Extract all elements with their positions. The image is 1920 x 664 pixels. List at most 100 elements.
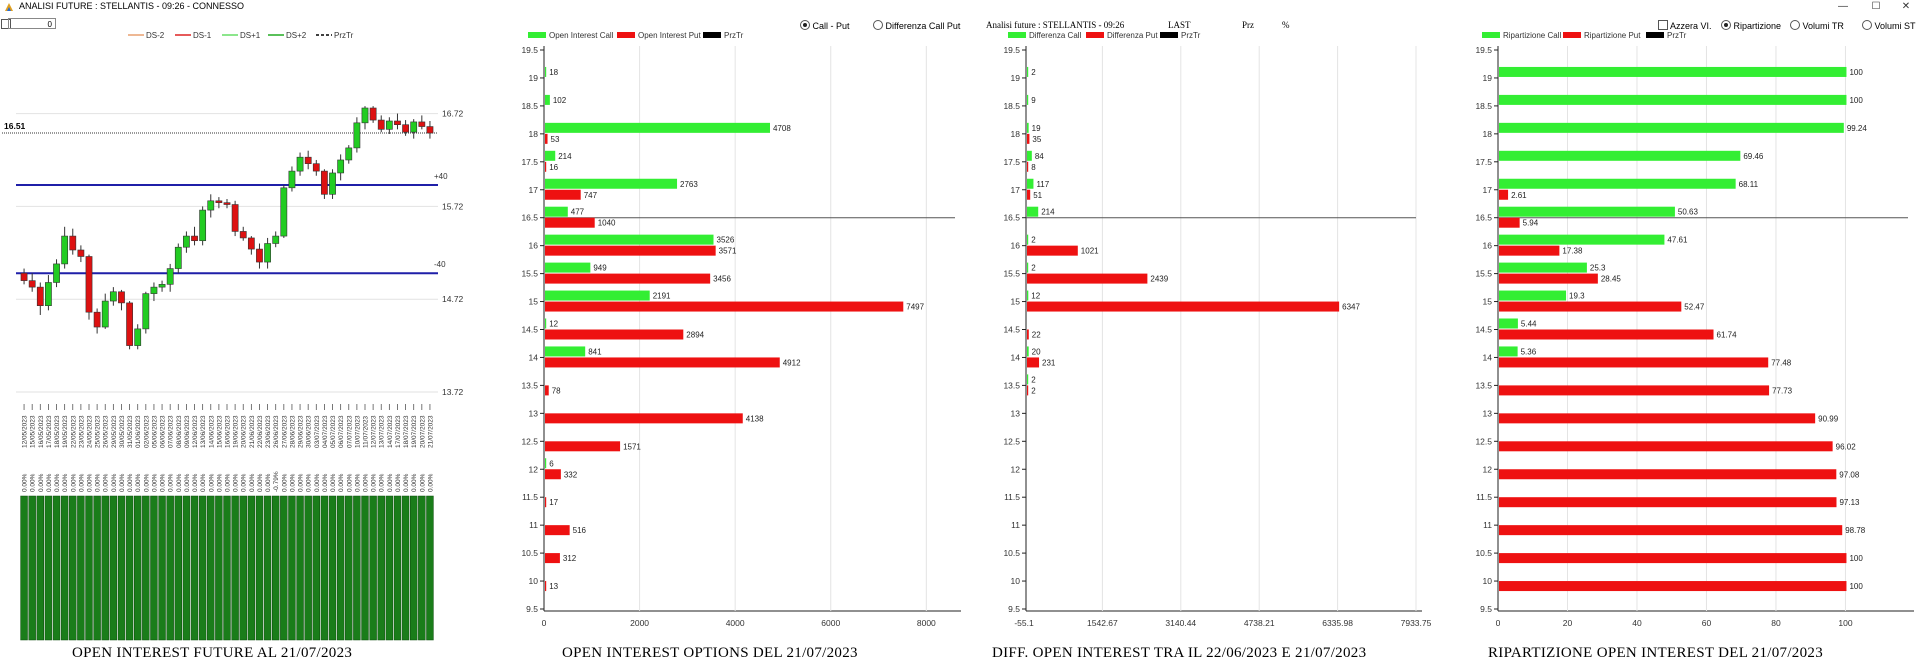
close-button[interactable]: ✕	[1901, 1, 1911, 12]
date-label: 24/05/2023	[87, 415, 94, 448]
candle-body	[85, 256, 93, 313]
call-bar	[1499, 150, 1741, 161]
oi-bar	[280, 495, 288, 641]
call-bar	[545, 290, 650, 301]
band-label: -40	[434, 260, 446, 269]
call-value-label: 102	[553, 96, 567, 105]
candle-body	[385, 120, 393, 130]
call-bar	[1499, 206, 1675, 217]
legend-label: PrzTr	[724, 31, 744, 40]
put-bar	[545, 357, 780, 368]
date-label: 07/06/2023	[168, 415, 175, 448]
oi-pct-label: 0.00%	[46, 473, 53, 492]
candle-body	[329, 172, 336, 195]
caption-options-oi: OPEN INTEREST OPTIONS DEL 21/07/2023	[562, 645, 858, 661]
radio-diff-call-put[interactable]: Differenza Call Put	[873, 20, 960, 31]
radio-call-put[interactable]: Call - Put	[800, 20, 850, 31]
x-tick-label: 3140.44	[1165, 618, 1196, 628]
put-bar	[545, 497, 547, 508]
call-value-label: 2	[1031, 375, 1036, 384]
candle-body	[264, 243, 271, 263]
maximize-button[interactable]: ☐	[1871, 1, 1881, 12]
candle-body	[126, 302, 133, 346]
strike-label: 16.5	[521, 213, 538, 223]
strike-label: 15	[529, 297, 539, 307]
date-label: 07/07/2023	[346, 415, 353, 448]
candle-body	[288, 170, 296, 189]
oi-pct-label: 0.00%	[395, 473, 402, 492]
call-bar	[545, 122, 770, 133]
date-label: 21/06/2023	[249, 415, 256, 448]
put-bar	[1027, 357, 1040, 368]
candle-body	[183, 235, 190, 248]
put-value-label: 100	[1849, 582, 1863, 591]
strike-label: 15.5	[521, 269, 538, 279]
oi-pct-label: 0.00%	[387, 473, 394, 492]
put-bar	[1499, 497, 1837, 508]
x-tick-label: 80	[1771, 618, 1781, 628]
date-label: 10/07/2023	[354, 415, 361, 448]
put-value-label: 4912	[783, 358, 801, 367]
date-label: 08/06/2023	[176, 415, 183, 448]
call-value-label: 19	[1032, 124, 1041, 133]
put-value-label: 35	[1032, 135, 1041, 144]
call-value-label: 47.61	[1667, 236, 1688, 245]
call-value-label: 2	[1031, 68, 1036, 77]
x-tick-label: 20	[1563, 618, 1573, 628]
put-bar	[1499, 581, 1847, 592]
radio-volumi-tr[interactable]: Volumi TR	[1790, 20, 1844, 31]
band-label: +40	[434, 172, 448, 181]
date-label: 12/07/2023	[371, 415, 378, 448]
put-bar	[545, 413, 743, 424]
top-checkbox[interactable]	[1, 19, 11, 29]
oi-bar	[158, 495, 166, 641]
radio-volumi-tr-label: Volumi TR	[1802, 21, 1844, 31]
oi-bar	[288, 495, 296, 641]
strike-label: 14.5	[521, 325, 538, 335]
oi-bar	[215, 495, 223, 641]
candle-body	[402, 124, 409, 133]
radio-indicator	[1790, 20, 1800, 30]
date-label: 23/05/2023	[78, 415, 85, 448]
x-tick-label: 1542.67	[1087, 618, 1118, 628]
minimize-button[interactable]: —	[1838, 1, 1848, 12]
radio-volumi-st[interactable]: Volumi ST	[1862, 20, 1916, 31]
date-label: 17/05/2023	[46, 415, 53, 448]
legend-swatch	[617, 32, 635, 38]
call-value-label: 68.11	[1739, 180, 1759, 189]
x-tick-label: 4000	[726, 618, 745, 628]
radio-ripartizione[interactable]: Ripartizione	[1721, 20, 1781, 31]
put-bar	[545, 553, 560, 564]
strike-label: 18	[1011, 129, 1021, 139]
strike-label: 17.5	[521, 157, 538, 167]
candle-body	[321, 170, 328, 195]
candle-body	[134, 328, 142, 346]
azzera-checkbox[interactable]: Azzera VI.	[1658, 20, 1712, 31]
put-bar	[1499, 245, 1560, 256]
strike-label: 12.5	[1475, 436, 1492, 446]
put-bar	[1499, 553, 1847, 564]
call-value-label: 117	[1036, 180, 1049, 189]
x-tick-label: 100	[1838, 618, 1852, 628]
candle-body	[280, 187, 288, 237]
strike-label: 11	[1011, 520, 1020, 530]
legend-swatch	[1086, 32, 1104, 38]
call-bar	[1499, 122, 1844, 133]
call-bar	[1027, 66, 1029, 77]
legend-swatch	[703, 32, 721, 38]
candle-body	[101, 300, 109, 328]
oi-pct-label: 0.00%	[257, 473, 264, 492]
radio-volumi-st-label: Volumi ST	[1874, 21, 1916, 31]
oi-bar	[328, 495, 337, 641]
strike-label: 18	[1483, 129, 1493, 139]
offset-input[interactable]: 0	[8, 18, 56, 29]
date-label: 16/05/2023	[38, 415, 45, 448]
strike-label: 11.5	[522, 492, 538, 502]
caption-future-oi: OPEN INTEREST FUTURE AL 21/07/2023	[72, 645, 353, 661]
date-label: 11/07/2023	[363, 416, 370, 448]
put-bar	[545, 133, 548, 144]
strike-label: 11.5	[1476, 492, 1492, 502]
put-value-label: 1571	[623, 442, 641, 451]
call-value-label: 2763	[680, 180, 698, 189]
oi-pct-label: 0.00%	[192, 473, 199, 492]
